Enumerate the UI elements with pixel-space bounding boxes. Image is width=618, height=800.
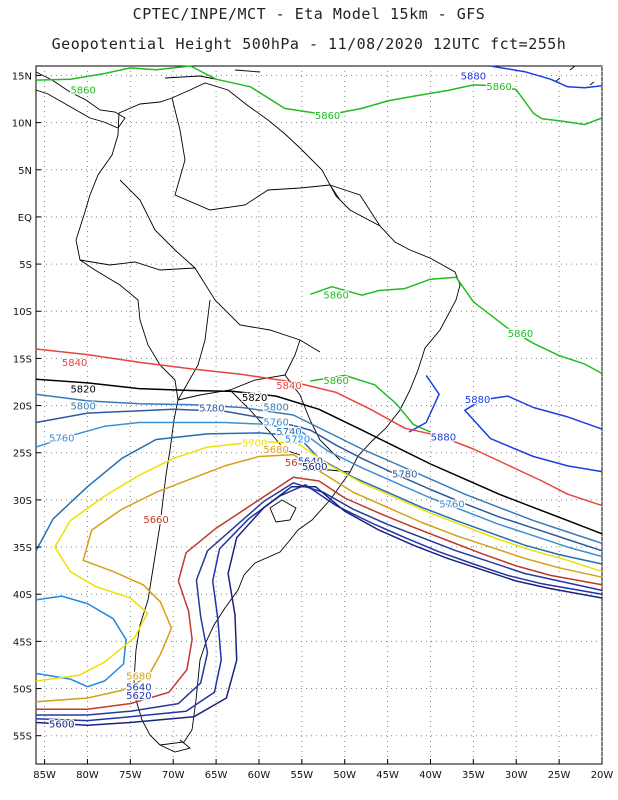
contour-5680: [35, 453, 603, 703]
contour-5700: [35, 440, 603, 682]
contour-label: 5880: [461, 71, 486, 82]
lat-tick-label: 25S: [13, 449, 32, 460]
lat-tick-label: 40S: [13, 590, 32, 601]
contour-5860: [310, 276, 603, 375]
contour-label: 5820: [242, 393, 267, 404]
contour-label: 5640: [126, 683, 151, 694]
lat-tick-label: 45S: [13, 637, 32, 648]
contour-5720: [35, 595, 127, 688]
contour-5880: [490, 65, 603, 89]
contour-5660: [36, 476, 603, 711]
contour-label: 5800: [70, 402, 95, 413]
lat-tick-label: 10N: [12, 119, 32, 130]
contour-label: 5860: [486, 82, 511, 93]
contour-5860: [310, 374, 431, 433]
lon-tick-label: 75W: [119, 770, 142, 781]
contour-5740: [35, 432, 603, 565]
lat-tick-label: 5S: [19, 260, 32, 271]
contour-5840: [35, 348, 603, 507]
contour-label: 5760: [49, 434, 74, 445]
lon-tick-label: 70W: [162, 770, 185, 781]
contour-5600: [35, 485, 603, 727]
contour-label: 5620: [126, 691, 151, 702]
lat-tick-label: 5N: [18, 166, 32, 177]
contour-label: 5680: [263, 445, 288, 456]
central-america-coastline: [35, 71, 126, 129]
contour-label: 5860: [70, 86, 95, 97]
lon-tick-label: 65W: [205, 770, 228, 781]
contour-label: 5720: [285, 435, 310, 446]
lon-tick-label: 85W: [33, 770, 56, 781]
contour-label: 5600: [49, 719, 74, 730]
contour-label: 5820: [70, 385, 95, 396]
chart-title-line1: CPTEC/INPE/MCT - Eta Model 15km - GFS: [132, 5, 486, 23]
contour-label: 5780: [199, 403, 224, 414]
contour-label: 5600: [302, 462, 327, 473]
latitude-tick-labels: 15N 10N 5N EQ 5S 10S 15S 20S 25S 30S 35S 40S 45S 50S 5…: [12, 71, 41, 743]
contour-5760: [35, 421, 603, 558]
lon-tick-label: 50W: [333, 770, 356, 781]
contour-label: 5780: [392, 469, 417, 480]
lat-tick-label: 55S: [13, 732, 32, 743]
contour-label: 5760: [439, 500, 464, 511]
contour-5640: [36, 482, 603, 716]
lat-tick-label: 35S: [13, 543, 32, 554]
contour-label: 5860: [508, 329, 533, 340]
lat-tick-label: 50S: [13, 685, 32, 696]
lat-tick-label: 15N: [12, 71, 32, 82]
contour-label: 5740: [276, 427, 301, 438]
contour-5860: [35, 65, 603, 126]
lon-tick-label: 40W: [419, 770, 442, 781]
falkland-islands: [269, 499, 297, 523]
contour-labels: 5860586058805860586058605860588058805840…: [48, 70, 535, 732]
contour-label: 5660: [143, 515, 168, 526]
lat-tick-label: 10S: [13, 307, 32, 318]
contour-label: 5700: [242, 438, 267, 449]
chart-title-line2: Geopotential Height 500hPa - 11/08/2020 …: [51, 35, 567, 53]
contour-label: 5760: [263, 418, 288, 429]
contour-label: 5860: [323, 376, 348, 387]
contour-5880: [464, 395, 603, 473]
longitude-tick-labels: 85W 80W 75W 70W 65W 60W 55W 50W 45W 40W 35W 30W 25W 2…: [33, 759, 613, 781]
contour-label: 5660: [285, 458, 310, 469]
lon-tick-label: 45W: [376, 770, 399, 781]
south-america-coastline: [75, 82, 461, 746]
lon-tick-label: 55W: [291, 770, 314, 781]
contour-label: 5860: [323, 290, 348, 301]
contour-5800: [35, 393, 603, 545]
contour-5880: [408, 374, 440, 433]
lat-tick-label: 15S: [13, 354, 32, 365]
caribbean-islands: [164, 69, 261, 81]
caribbean-dots: [554, 65, 595, 86]
tierra-del-fuego: [159, 739, 191, 753]
lon-tick-label: 35W: [462, 770, 485, 781]
contour-label: 5680: [126, 671, 151, 682]
contour-label: 5880: [431, 433, 456, 444]
contour-5780: [35, 408, 603, 552]
country-borders: [79, 97, 381, 473]
contour-5620: [35, 484, 603, 722]
lon-tick-label: 60W: [248, 770, 271, 781]
contour-lines: [35, 65, 603, 727]
lat-tick-label: 30S: [13, 496, 32, 507]
contour-5820: [35, 378, 603, 535]
gridlines: [36, 66, 603, 764]
contour-label: 5840: [276, 381, 301, 392]
lon-tick-label: 80W: [76, 770, 99, 781]
lat-tick-label: 20S: [13, 402, 32, 413]
lon-tick-label: 30W: [505, 770, 528, 781]
lon-tick-label: 20W: [591, 770, 614, 781]
contour-label: 5880: [465, 395, 490, 406]
lat-tick-label: EQ: [18, 213, 32, 224]
contour-label: 5640: [298, 456, 323, 467]
contour-label: 5860: [315, 111, 340, 122]
map-frame: [35, 65, 603, 765]
contour-label: 5800: [263, 403, 288, 414]
contour-label: 5840: [62, 358, 87, 369]
lon-tick-label: 25W: [548, 770, 571, 781]
